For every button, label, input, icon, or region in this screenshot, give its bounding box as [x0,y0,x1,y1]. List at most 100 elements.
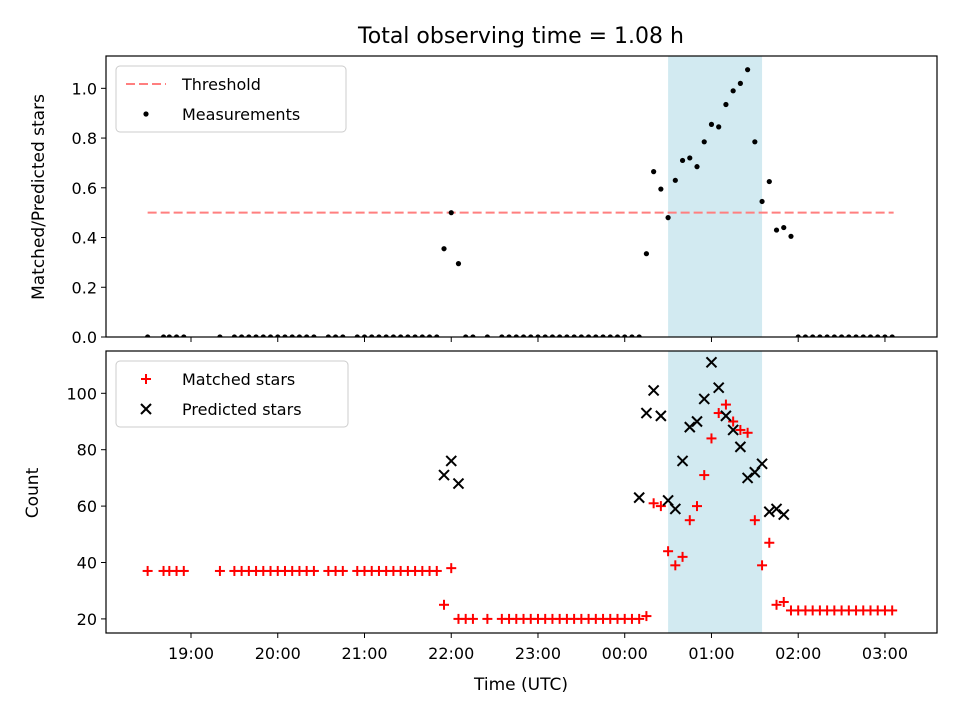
matched-star-point [482,613,493,624]
measurement-point [549,334,556,337]
predicted-star-point [712,381,725,394]
measurement-point [513,334,519,337]
measurement-point [426,334,433,337]
plot-area [145,56,895,337]
predicted-star-stroke [770,503,783,515]
measurement-point [824,334,830,337]
measurement-point [181,334,187,337]
legend-label: Threshold [181,75,261,94]
measurement-point [383,334,389,337]
measurement-point [810,334,816,337]
predicted-star-point [734,441,747,453]
measurement-point [737,80,743,86]
predicted-star-point [741,472,754,484]
measurement-point [759,198,765,205]
measurement-point [730,88,736,94]
measurement-point [853,334,859,337]
plot-area [142,351,898,633]
matched-star-point [439,599,450,610]
predicted-star-point [445,455,457,467]
axes-frame [105,350,938,634]
x-axis-label: Time (UTC) [473,675,568,695]
measurement-point [766,178,772,185]
measurement-point [528,334,534,337]
axes-frame [105,55,938,338]
predicted-star-point [669,503,682,515]
measurement-point [571,334,577,337]
matched-star-point [764,537,775,548]
matched-star-point [648,498,659,509]
predicted-star-stroke [712,381,725,394]
measurement-point [535,334,541,337]
measurement-point [499,334,505,337]
measurement-point [340,334,346,337]
legend-box [115,65,347,133]
measurement-point [217,334,223,337]
matched-star-point [771,599,782,610]
predicted-star-stroke [778,508,790,521]
measurement-point [376,334,382,337]
x-tick-label: 00:00 [602,644,648,663]
matched-star-point [699,470,710,481]
measurement-point [434,334,440,337]
measurement-point [542,334,548,337]
measurement-point [463,334,469,337]
matched-star-point [663,546,674,557]
bottom-panel: 20 40 60 80 100 19:00 20:00 21:00 22:00 23:00 00:0… [66,350,938,663]
predicted-star-stroke [756,458,768,470]
y-tick-label: 0.2 [72,278,97,297]
y-tick-label: 40 [77,554,97,573]
measurement-point [173,334,180,337]
measurement-point [701,139,707,145]
measurement-point [267,334,274,337]
predicted-star-stroke [763,506,776,518]
measurement-point [246,334,252,337]
measurement-point [679,157,686,164]
predicted-star-point [756,458,768,470]
measurement-point [160,334,167,337]
measurement-point [838,334,845,337]
predicted-star-point [770,503,783,515]
y-tick-label: 0.0 [72,328,97,347]
predicted-star-stroke [452,477,465,490]
predicted-star-stroke [662,494,674,507]
measurement-point [311,334,317,337]
predicted-star-point [727,424,739,436]
shaded-interval [668,351,763,633]
y-tick-label: 0.4 [72,229,97,248]
measurement-point [802,334,809,337]
matched-star-point [735,424,746,435]
measurement-point [520,334,527,337]
measurement-point [636,334,642,337]
matched-star-point [684,515,695,526]
predicted-star-point [452,477,465,490]
predicted-star-stroke [698,393,710,405]
measurement-point [882,334,888,337]
y-tick-label: 0.8 [72,129,97,148]
measurement-point [817,334,823,337]
x-tick-label: 01:00 [688,644,734,663]
measurement-point [390,334,397,337]
measurement-point [860,334,866,337]
matched-star-point [757,560,768,571]
measurement-point [253,334,259,337]
measurement-point [600,334,606,337]
legend-label: Predicted stars [182,400,302,419]
predicted-star-point [640,407,653,419]
measurement-point [289,334,295,337]
measurement-point [773,227,780,233]
matched-star-point [142,565,153,576]
measurement-point [875,334,881,337]
measurement-point [398,334,404,337]
matched-star-point [778,596,789,607]
matched-star-point [308,565,319,576]
measurement-point [484,334,490,337]
legend: Matched stars Predicted stars [115,360,349,428]
measurement-point [672,177,678,183]
top-y-axis-label: Matched/Predicted stars [29,94,49,300]
measurement-point [412,334,418,337]
measurement-point [470,334,476,337]
measurement-point [332,334,339,337]
matched-star-point [446,563,457,574]
